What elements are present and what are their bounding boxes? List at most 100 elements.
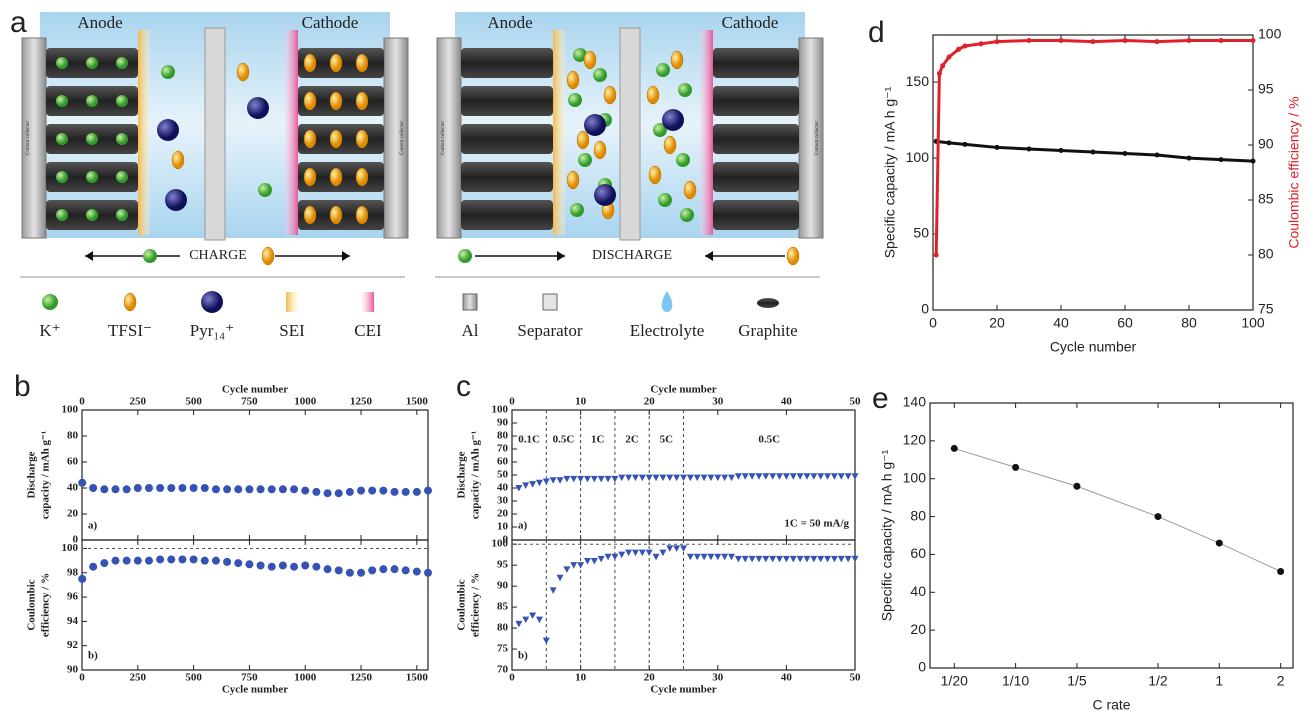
x-tick-label: 20	[644, 672, 656, 684]
data-point	[1186, 38, 1192, 43]
current-collector	[383, 37, 409, 239]
data-point	[357, 568, 366, 577]
k-ion	[258, 183, 272, 197]
x-tick-label: 1/10	[1002, 673, 1029, 689]
k-ion	[578, 153, 592, 167]
data-point	[748, 473, 756, 480]
pyr-ion	[584, 114, 606, 136]
collector-label: Current collector	[441, 121, 446, 155]
data-point	[78, 574, 87, 583]
data-point	[817, 473, 825, 480]
tfsi-ion	[303, 91, 317, 111]
tfsi-ion	[329, 129, 343, 149]
x-tick-label: 30	[712, 396, 724, 408]
cathode-label: Cathode	[302, 13, 359, 32]
data-point	[631, 474, 639, 482]
data-point	[529, 481, 537, 488]
data-point	[278, 485, 287, 494]
data-point	[357, 486, 366, 495]
tfsi-ion	[663, 135, 677, 155]
data-point	[412, 567, 421, 576]
data-point	[978, 41, 984, 47]
x-tick-label: 1250	[350, 396, 373, 408]
y-axis-label: efficiency / %	[470, 573, 482, 637]
pyr-ion	[594, 184, 616, 206]
data-point	[618, 551, 626, 559]
panel-label: b	[14, 370, 31, 403]
inset-label: b)	[518, 650, 528, 662]
k-ion	[570, 203, 584, 217]
data-point	[583, 475, 591, 483]
tfsi-ion	[355, 53, 369, 73]
y-tick-label: 100	[492, 404, 509, 416]
x-tick-label: 0	[79, 396, 85, 408]
data-point	[1058, 38, 1064, 43]
y-tick-label: 100	[492, 538, 509, 550]
data-point	[256, 561, 265, 570]
k-ion	[680, 208, 694, 222]
y2-axis-label: Coulombic efficiency / %	[1286, 96, 1302, 248]
y2-tick-label: 90	[1258, 136, 1274, 152]
data-point	[810, 555, 818, 563]
data-point	[1250, 158, 1256, 164]
data-point	[844, 555, 852, 563]
data-point	[611, 475, 619, 483]
sei	[553, 30, 565, 235]
data-point	[334, 489, 343, 498]
arrow-head	[342, 251, 350, 261]
data-point	[542, 478, 550, 485]
x-tick-label: 1500	[406, 672, 429, 684]
y-tick-label: 60	[497, 456, 509, 468]
data-point	[645, 549, 653, 557]
data-point	[673, 545, 681, 552]
y2-tick-label: 75	[1258, 301, 1274, 317]
data-point	[122, 485, 131, 494]
data-point	[401, 487, 410, 496]
tfsi-ion	[236, 62, 250, 82]
x-tick-label: 40	[781, 672, 793, 684]
data-point	[535, 479, 543, 487]
data-point	[946, 54, 952, 60]
y2-tick-label: 100	[1258, 26, 1282, 42]
data-point	[256, 485, 265, 494]
x-tick-label: 0	[509, 672, 515, 684]
cei	[285, 30, 298, 235]
data-point	[776, 473, 784, 480]
k-ion	[56, 133, 68, 145]
y-tick-label: 10	[497, 521, 509, 533]
x-tick-label: 20	[644, 396, 656, 408]
data-point	[851, 555, 859, 563]
pyr-ion	[247, 97, 269, 119]
x-axis-label: Cycle number	[222, 684, 288, 696]
data-point	[625, 549, 633, 557]
data-point	[515, 620, 523, 628]
data-point	[789, 555, 797, 563]
y-tick-label: 80	[497, 430, 509, 442]
k-ion	[42, 294, 58, 310]
legend-label: Graphite	[738, 321, 797, 340]
data-point	[211, 556, 220, 565]
data-point	[100, 485, 109, 494]
y-tick-label: 70	[497, 443, 509, 455]
legend-label: SEI	[279, 321, 305, 340]
data-point	[1026, 38, 1032, 43]
panel-label: d	[868, 16, 885, 49]
data-point	[278, 561, 287, 570]
k-ion	[573, 48, 587, 62]
tfsi-ion	[303, 167, 317, 187]
data-point	[604, 475, 612, 483]
data-point	[693, 553, 701, 561]
tfsi-ion	[329, 205, 343, 225]
y-tick-label: 94	[67, 615, 79, 627]
annotation: 1C = 50 mA/g	[784, 518, 849, 530]
data-point	[933, 252, 939, 258]
data-point	[100, 559, 109, 568]
separator-icon	[542, 293, 558, 311]
data-point	[189, 555, 198, 564]
data-point	[659, 474, 667, 482]
tfsi-ion	[329, 167, 343, 187]
y-tick-label: 50	[497, 469, 509, 481]
data-point	[762, 555, 770, 563]
data-point	[755, 555, 763, 563]
series-line	[954, 447, 1281, 572]
